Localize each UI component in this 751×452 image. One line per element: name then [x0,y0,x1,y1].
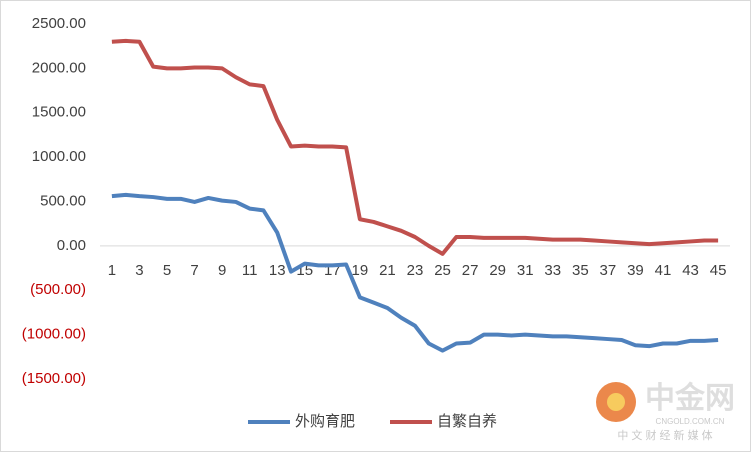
x-tick-label: 45 [710,262,727,279]
x-tick-label: 35 [572,262,589,279]
y-tick-label: 500.00 [40,192,86,209]
x-tick-label: 21 [379,262,396,279]
x-tick-label: 23 [407,262,424,279]
legend-label: 外购育肥 [295,413,355,430]
y-tick-label: (1000.00) [22,326,86,343]
legend-label: 自繁自养 [437,413,497,430]
x-tick-label: 5 [163,262,171,279]
watermark: 中金网 CNGOLD.COM.CN 中 文 财 经 新 媒 体 [596,381,735,442]
y-tick-label: 0.00 [57,237,86,254]
x-tick-label: 25 [434,262,451,279]
y-tick-label: (1500.00) [22,370,86,387]
series-line [111,192,719,353]
y-tick-label: 1000.00 [32,148,86,165]
x-tick-label: 41 [655,262,672,279]
x-tick-label: 31 [517,262,534,279]
series-line [111,38,719,256]
y-tick-label: 1500.00 [32,104,86,121]
x-tick-label: 19 [352,262,369,279]
x-tick-label: 7 [190,262,198,279]
x-tick-label: 39 [627,262,644,279]
watermark-name: 中金网 [645,381,735,415]
y-tick-label: 2500.00 [32,15,86,32]
x-tick-label: 1 [108,262,116,279]
x-tick-label: 3 [135,262,143,279]
x-tick-label: 9 [218,262,226,279]
y-tick-label: 2000.00 [32,59,86,76]
x-tick-label: 33 [544,262,561,279]
watermark-logo-inner [607,393,625,411]
x-tick-label: 11 [242,262,258,279]
x-tick-label: 29 [489,262,506,279]
watermark-tagline: 中 文 财 经 新 媒 体 [617,428,712,442]
y-tick-label: (500.00) [30,281,86,298]
x-tick-label: 27 [462,262,479,279]
x-tick-label: 13 [269,262,286,279]
x-tick-label: 43 [682,262,699,279]
x-tick-label: 37 [600,262,617,279]
watermark-domain: CNGOLD.COM.CN [656,417,725,426]
